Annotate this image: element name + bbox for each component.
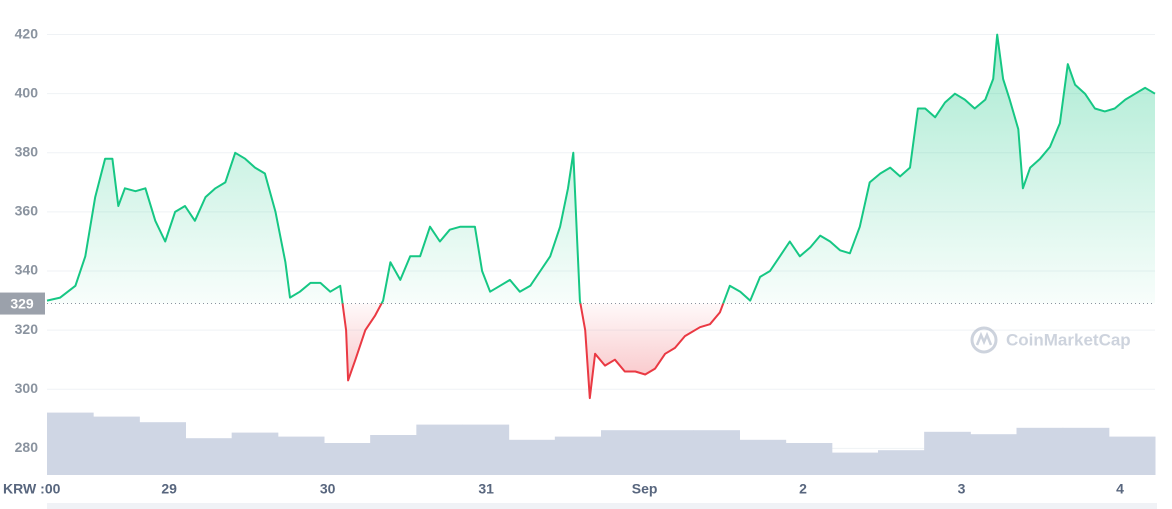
volume-bar — [324, 443, 371, 475]
volume-bar — [416, 424, 463, 475]
watermark: CoinMarketCap — [970, 326, 1131, 354]
y-tick-label: 380 — [15, 144, 39, 160]
x-tick-label: 2 — [799, 481, 807, 497]
volume-bar — [139, 422, 186, 475]
x-tick-label: Sep — [632, 481, 658, 497]
volume-bar — [1062, 427, 1110, 475]
y-tick-label: 300 — [15, 380, 39, 396]
watermark-text: CoinMarketCap — [1006, 330, 1131, 349]
volume-bar — [785, 443, 833, 475]
y-tick-label: 400 — [15, 84, 39, 100]
price-line — [46, 33, 1156, 400]
baseline-badge — [0, 292, 45, 315]
y-tick-label: 420 — [15, 25, 39, 41]
x-tick-label: 4 — [1116, 481, 1124, 497]
volume-bar — [693, 430, 740, 475]
volume-bar — [554, 436, 602, 475]
y-tick-label: 340 — [15, 262, 39, 278]
volume-bar — [231, 432, 279, 475]
volume-bar — [970, 434, 1017, 475]
currency-label: KRW — [3, 481, 37, 497]
x-tick-label: :00 — [40, 481, 60, 497]
volume-bar — [601, 430, 648, 475]
volume-bar — [508, 439, 556, 475]
volume-bar — [462, 424, 510, 475]
x-tick-label: 3 — [958, 481, 966, 497]
baseline-label: 329 — [10, 295, 34, 311]
volume-bar — [878, 450, 925, 475]
volume-bar — [924, 431, 971, 475]
axis-band — [47, 503, 1157, 509]
price-area — [47, 34, 1155, 399]
x-tick-label: 30 — [320, 481, 336, 497]
volume-bar — [1108, 436, 1156, 475]
volume-bar — [647, 430, 694, 475]
x-tick-label: 29 — [161, 481, 177, 497]
volume-bar — [1016, 427, 1064, 475]
volume-bar — [185, 438, 233, 475]
volume-bar — [93, 416, 140, 475]
y-tick-label: 360 — [15, 203, 39, 219]
volume-bar — [831, 452, 879, 475]
volume-bar — [277, 436, 325, 475]
volume-bar — [47, 412, 94, 475]
volume-bar — [739, 439, 787, 475]
x-tick-label: 31 — [478, 481, 494, 497]
y-tick-label: 280 — [15, 439, 39, 455]
volume-bar — [370, 435, 417, 475]
y-tick-label: 320 — [15, 321, 39, 337]
